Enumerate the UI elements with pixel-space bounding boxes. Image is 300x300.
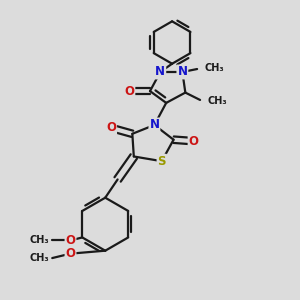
Text: CH₃: CH₃: [30, 236, 49, 245]
Text: O: O: [124, 85, 134, 98]
Text: O: O: [106, 122, 116, 134]
Text: CH₃: CH₃: [30, 253, 49, 263]
Text: CH₃: CH₃: [205, 63, 224, 73]
Text: O: O: [65, 234, 76, 247]
Text: S: S: [158, 155, 166, 168]
Text: N: N: [177, 65, 188, 79]
Text: N: N: [155, 65, 165, 79]
Text: O: O: [189, 135, 199, 148]
Text: CH₃: CH₃: [207, 96, 227, 106]
Text: N: N: [149, 118, 159, 131]
Text: O: O: [65, 247, 76, 260]
